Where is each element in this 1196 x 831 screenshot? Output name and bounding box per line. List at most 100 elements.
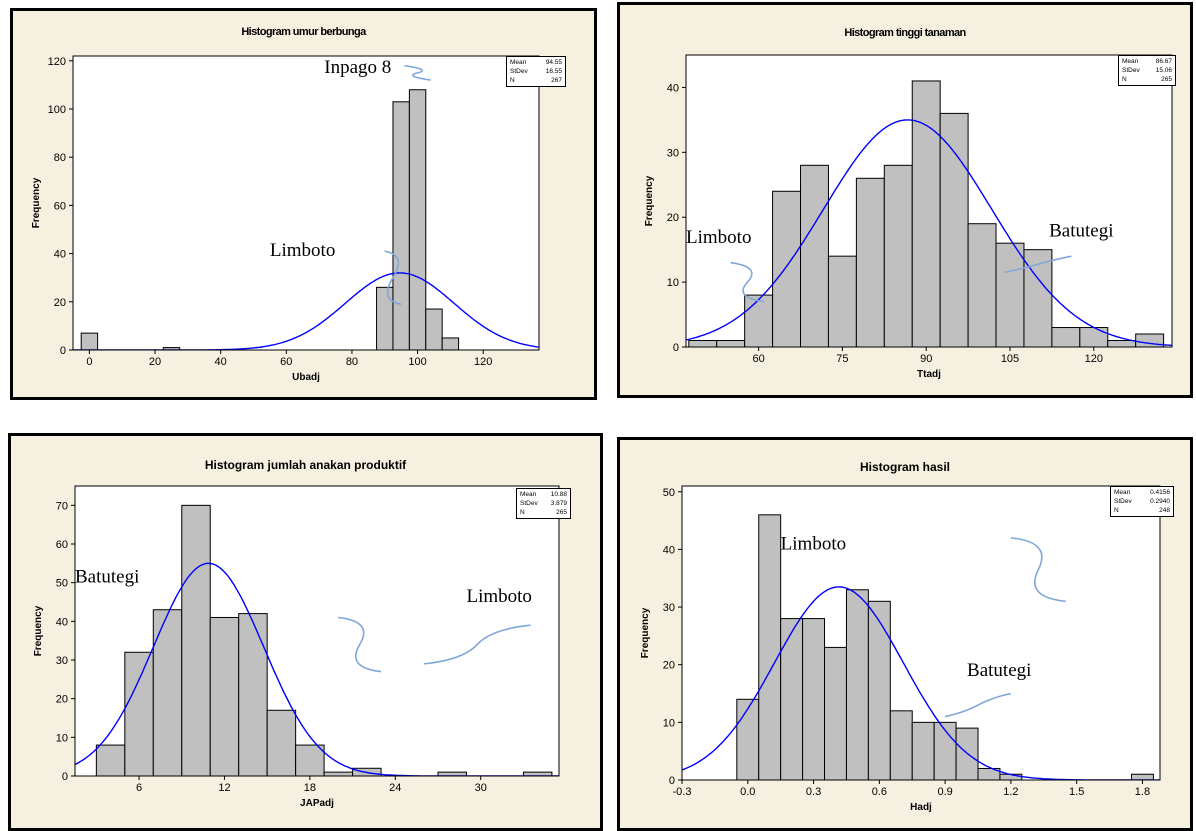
x-tick-label: 24	[389, 782, 401, 794]
histogram-bar	[688, 340, 718, 348]
histogram-bar	[780, 618, 804, 781]
chart-title: Histogram tinggi tanaman	[844, 27, 966, 39]
histogram-bar	[883, 164, 913, 348]
y-tick-label: 30	[663, 602, 675, 614]
y-tick-label: 60	[54, 200, 66, 212]
y-axis-label: Frequency	[644, 175, 655, 226]
x-tick-label: 75	[836, 353, 848, 365]
stat-mean-value: 86.67	[1155, 58, 1172, 65]
chart-title: Histogram jumlah anakan produktif	[204, 458, 407, 472]
histogram-bar	[323, 771, 354, 777]
bars	[80, 89, 460, 351]
y-tick-label: 0	[62, 771, 68, 783]
stat-n-value: 267	[551, 77, 562, 84]
histogram-bar	[238, 613, 268, 777]
x-tick-label: 0	[86, 356, 92, 368]
x-tick-label: 40	[215, 356, 227, 368]
x-axis-label: Ttadj	[917, 369, 941, 380]
y-tick-label: 10	[56, 732, 68, 744]
histogram-bar	[1130, 773, 1154, 781]
stat-mean-value: 94.55	[545, 59, 562, 66]
histogram-bar	[967, 223, 997, 348]
y-tick-label: 10	[663, 717, 675, 729]
y-axis-label: Frequency	[31, 177, 42, 228]
y-tick-label: 40	[663, 544, 675, 556]
stat-n-value: 248	[1159, 507, 1170, 514]
histogram-bar	[266, 709, 297, 777]
stat-n-label: N	[520, 509, 525, 516]
stat-stdev-label: StDev	[520, 500, 538, 507]
histogram-bar	[1107, 340, 1137, 348]
histogram-bar	[939, 112, 969, 348]
histogram-bar	[824, 646, 847, 781]
histogram-bar	[855, 177, 885, 348]
plot-frame	[74, 485, 560, 777]
histogram-bar	[827, 255, 857, 348]
normal-curve	[73, 272, 539, 350]
x-tick-label: 100	[408, 356, 426, 368]
plot-frame	[72, 55, 540, 351]
y-tick-label: 50	[56, 578, 68, 590]
histogram-bar	[716, 340, 746, 348]
annotation-label: Batutegi	[75, 567, 139, 588]
histogram-bar	[845, 589, 869, 781]
y-tick-label: 70	[56, 500, 68, 512]
annotation-pointer	[404, 64, 431, 81]
histogram-bar	[995, 242, 1025, 348]
chart-title: Histogram umur berbunga	[241, 26, 366, 38]
stat-n-value: 265	[556, 509, 567, 516]
chart-panel-umur-berbunga: Histogram umur berbunga 0 20 40 60 80 100 120 0…	[10, 8, 597, 400]
x-tick-label: 18	[304, 782, 316, 794]
histogram-bar	[744, 294, 774, 348]
histogram-bar	[800, 164, 829, 348]
histogram-bar	[911, 721, 935, 781]
histogram-bar	[425, 308, 443, 351]
stat-mean-label: Mean	[520, 491, 537, 498]
stat-mean-value: 10.88	[550, 491, 567, 498]
chart-panel-jumlah-anakan: Histogram jumlah anakan produktif 0 10 20 3…	[8, 433, 603, 831]
annotation-label: Batutegi	[967, 660, 1031, 681]
x-tick-label: 60	[752, 353, 764, 365]
y-axis-label: Frequency	[33, 605, 44, 656]
y-tick-label: 0	[669, 775, 675, 787]
annotation-pointer	[338, 616, 382, 673]
stat-n-value: 265	[1161, 76, 1172, 83]
bars	[95, 504, 553, 777]
x-tick-label: 0.9	[937, 786, 952, 798]
x-tick-label: 12	[218, 782, 230, 794]
annotation-pointer	[944, 692, 1012, 718]
x-tick-label: 6	[136, 782, 142, 794]
histogram-hasil: 0 10 20 30 40 50 -0.3 0.0 0.3 0.6 0.9 1.2 1.5 1.8 Hadj…	[640, 485, 1161, 813]
stat-mean-label: Mean	[510, 59, 527, 66]
histogram-bar	[441, 337, 460, 351]
y-tick-label: 20	[667, 212, 679, 224]
stat-stdev-label: StDev	[1122, 67, 1140, 74]
histogram-bar	[408, 89, 427, 351]
x-tick-label: 90	[920, 353, 932, 365]
y-tick-label: 30	[56, 655, 68, 667]
y-tick-label: 50	[663, 487, 675, 499]
x-tick-label: 0.6	[872, 786, 887, 798]
histogram-bar	[758, 514, 782, 781]
x-tick-label: 1.2	[1003, 786, 1018, 798]
y-tick-label: 60	[56, 539, 68, 551]
histogram-bar	[392, 101, 410, 351]
stat-stdev-label: StDev	[510, 68, 528, 75]
x-tick-label: 1.5	[1069, 786, 1084, 798]
stats-legend: Mean 94.55 StDev 16.55 N 267	[506, 56, 566, 87]
y-tick-label: 0	[60, 345, 66, 357]
stat-stdev-value: 15.06	[1155, 67, 1172, 74]
bars	[688, 80, 1165, 348]
stat-stdev-value: 3.879	[550, 500, 567, 507]
histogram-bar	[95, 744, 126, 777]
histogram-bar	[802, 618, 826, 781]
histogram-bar	[1051, 327, 1081, 348]
histogram-bar	[867, 600, 891, 781]
chart-panel-tinggi-tanaman: Histogram tinggi tanaman 0 10 20 30 40 60 75 90…	[617, 2, 1193, 398]
y-tick-label: 20	[54, 297, 66, 309]
stats-legend: Mean 0.4156 StDev 0.2940 N 248	[1110, 486, 1174, 517]
y-tick-label: 40	[54, 249, 66, 261]
plot-frame	[685, 54, 1173, 348]
plot-area	[73, 56, 539, 350]
x-tick-label: 0.0	[740, 786, 755, 798]
